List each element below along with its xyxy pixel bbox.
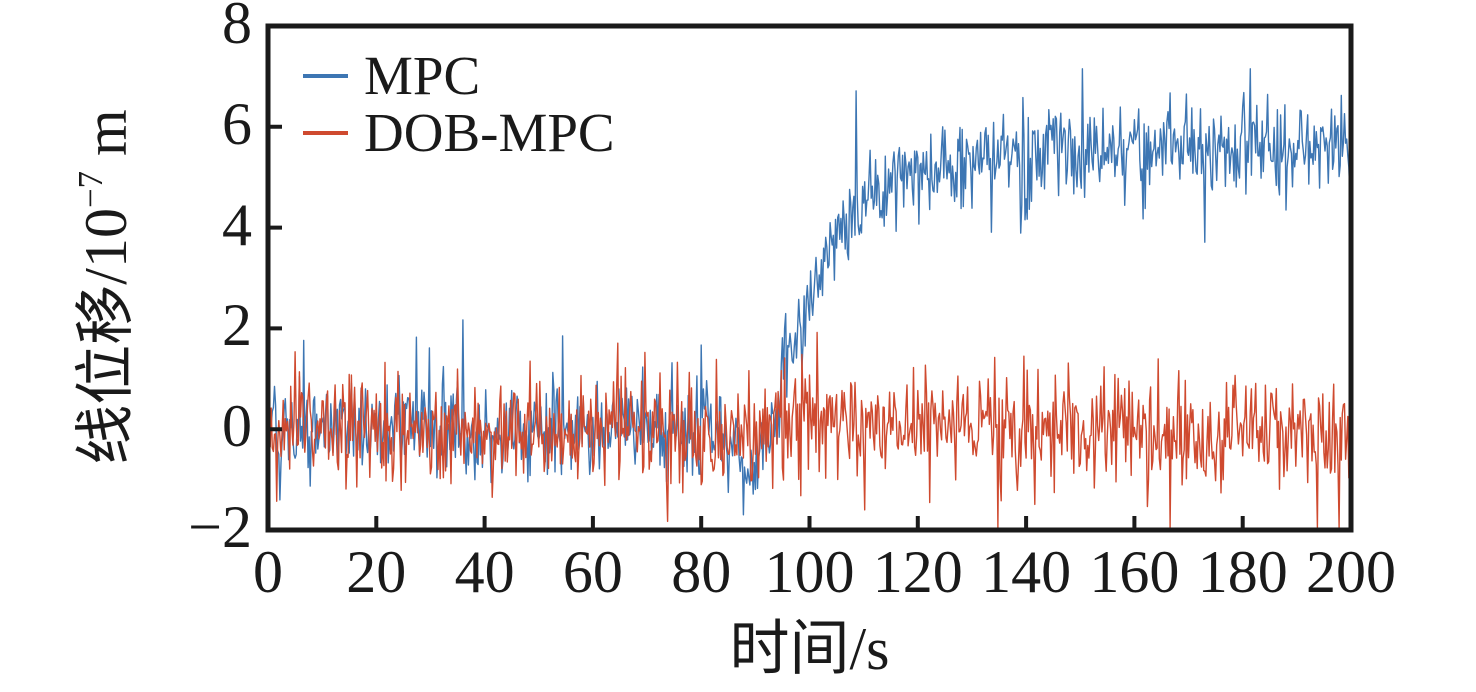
legend-item-mpc: MPC (303, 45, 615, 106)
x-tick-label: 80 (671, 539, 732, 605)
y-tick-label: 0 (222, 393, 252, 460)
y-tick-label: 6 (222, 90, 252, 157)
legend: MPC DOB-MPC (303, 45, 615, 164)
legend-label-mpc: MPC (364, 45, 481, 106)
x-tick-label: 100 (764, 539, 855, 605)
x-tick-label: 200 (1306, 539, 1396, 605)
x-tick-label: 120 (872, 539, 963, 605)
y-axis-label: 线位移/10−7 m (63, 109, 139, 465)
x-tick-label: 60 (562, 539, 623, 605)
y-tick-label: −2 (188, 494, 252, 560)
legend-label-dob-mpc: DOB-MPC (364, 102, 615, 163)
series-line-dob-mpc (268, 331, 1351, 529)
x-tick-label: 160 (1089, 539, 1180, 605)
x-tick-label: 20 (346, 539, 407, 605)
legend-item-dob-mpc: DOB-MPC (303, 102, 615, 163)
axis-ticks (266, 24, 1353, 532)
x-tick-label: 0 (253, 539, 283, 605)
x-tick-label: 140 (981, 539, 1072, 605)
x-tick-label: 180 (1197, 539, 1288, 605)
y-axis-label-exponent: −7 (70, 170, 110, 209)
x-tick-label: 40 (454, 539, 515, 605)
legend-line-dob-mpc-icon (303, 130, 348, 135)
legend-line-mpc-icon (303, 73, 348, 78)
y-tick-label: 2 (222, 292, 252, 359)
x-axis-label: 时间/s (729, 616, 890, 682)
y-tick-label: 4 (222, 191, 252, 258)
y-tick-label: 8 (222, 0, 252, 56)
y-axis-label-suffix: m (73, 109, 139, 171)
y-axis-label-prefix: 线位移/10 (73, 208, 139, 465)
